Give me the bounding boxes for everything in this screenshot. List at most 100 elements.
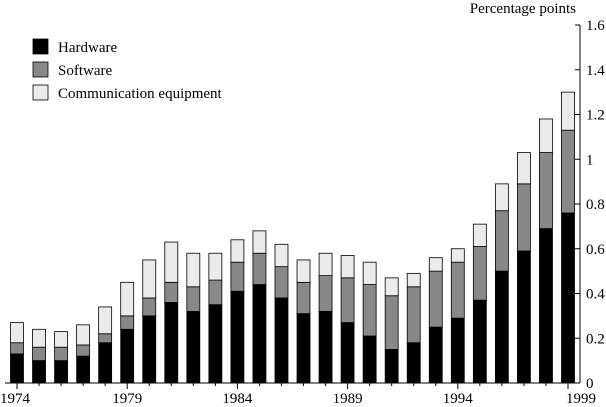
- legend: Hardware Software Communication equipmen…: [32, 38, 223, 102]
- bar-hardware-1996: [494, 270, 509, 384]
- bar-software-1989: [340, 277, 355, 323]
- bar-communication-equipment-1996: [494, 183, 509, 212]
- y-tick-label: 1.4: [586, 63, 605, 79]
- bar-hardware-1994: [450, 317, 465, 384]
- y-tick-label: 1.6: [586, 18, 605, 34]
- bar-communication-equipment-1989: [340, 255, 355, 279]
- legend-label-software: Software: [58, 63, 112, 79]
- bar-hardware-1976: [54, 360, 68, 384]
- bar-communication-equipment-1976: [54, 331, 68, 348]
- x-tick-label: 1999: [566, 391, 596, 407]
- x-ticks: 1974 1979 1984 1989 1994 1999: [0, 383, 596, 407]
- bar-hardware-1980: [142, 315, 157, 384]
- bar-hardware-1997: [517, 250, 531, 384]
- bar-communication-equipment-1982: [186, 252, 201, 288]
- bar-software-1994: [450, 261, 465, 319]
- bar-software-1978: [98, 333, 113, 344]
- y-tick-label: 1.2: [586, 108, 605, 124]
- bar-hardware-1999: [561, 212, 575, 384]
- x-tick-label: 1979: [112, 391, 142, 407]
- bar-hardware-1975: [32, 360, 46, 384]
- bar-software-1985: [252, 252, 267, 285]
- y-ticks: 0 0.2 0.4 0.6 0.8 1 1.2 1.4 1.6: [575, 18, 605, 392]
- bar-communication-equipment-1985: [252, 230, 267, 254]
- bar-software-1997: [517, 183, 531, 252]
- bar-communication-equipment-1994: [450, 248, 465, 263]
- bar-software-1983: [208, 279, 223, 306]
- bar-hardware-1986: [274, 297, 289, 384]
- bar-software-1987: [296, 281, 311, 315]
- bar-hardware-1984: [230, 290, 245, 384]
- bar-communication-equipment-1988: [318, 252, 333, 277]
- bar-communication-equipment-1999: [561, 91, 575, 131]
- bar-hardware-1985: [252, 284, 267, 384]
- x-tick-label: 1994: [443, 391, 474, 407]
- legend-swatch-software: [32, 61, 49, 78]
- bar-communication-equipment-1983: [208, 252, 223, 281]
- bar-software-1981: [164, 281, 179, 303]
- bar-communication-equipment-1991: [384, 277, 399, 297]
- y-tick-label: 0.4: [586, 287, 605, 303]
- bar-hardware-1992: [406, 342, 421, 384]
- bar-hardware-1989: [340, 322, 355, 384]
- bar-communication-equipment-1997: [517, 152, 531, 185]
- bar-communication-equipment-1978: [98, 306, 113, 335]
- bar-software-1977: [76, 344, 91, 357]
- legend-label-communication: Communication equipment: [58, 86, 223, 102]
- bar-communication-equipment-1995: [472, 223, 487, 247]
- bar-hardware-1988: [318, 310, 333, 384]
- bar-software-1984: [230, 261, 245, 292]
- bar-communication-equipment-1990: [362, 261, 377, 285]
- legend-label-hardware: Hardware: [58, 40, 117, 56]
- bar-communication-equipment-1992: [406, 272, 421, 288]
- bar-communication-equipment-1984: [230, 239, 245, 263]
- y-tick-label: 0.2: [586, 331, 605, 347]
- bar-communication-equipment-1979: [120, 281, 135, 317]
- bar-software-1991: [384, 295, 399, 350]
- bar-hardware-1982: [186, 310, 201, 384]
- bar-software-1992: [406, 286, 421, 344]
- bar-software-1986: [274, 266, 289, 299]
- bar-software-1999: [561, 129, 575, 214]
- bar-hardware-1990: [362, 335, 377, 384]
- bar-communication-equipment-1993: [428, 257, 443, 272]
- y-axis-label: Percentage points: [470, 1, 576, 17]
- bar-software-1974: [10, 342, 24, 355]
- bar-communication-equipment-1998: [539, 118, 553, 153]
- bar-hardware-1983: [208, 304, 223, 384]
- y-tick-label: 0.8: [586, 197, 605, 213]
- bar-hardware-1995: [472, 299, 487, 384]
- bars: [10, 91, 575, 384]
- bar-communication-equipment-1975: [32, 328, 46, 348]
- bar-software-1982: [186, 286, 201, 312]
- y-tick-label: 0: [586, 376, 594, 392]
- bar-hardware-1991: [384, 349, 399, 384]
- x-tick-label: 1974: [0, 391, 31, 407]
- bar-hardware-1974: [10, 353, 24, 384]
- bar-hardware-1993: [428, 326, 443, 384]
- bar-software-1998: [539, 152, 553, 230]
- bar-software-1996: [494, 210, 509, 272]
- y-tick-label: 0.6: [586, 242, 605, 258]
- bar-software-1990: [362, 284, 377, 337]
- bar-software-1979: [120, 315, 135, 330]
- bar-software-1975: [32, 346, 46, 362]
- bar-hardware-1981: [164, 302, 179, 384]
- bar-communication-equipment-1977: [76, 324, 91, 346]
- bar-software-1980: [142, 297, 157, 317]
- bar-hardware-1977: [76, 355, 91, 384]
- bar-hardware-1987: [296, 313, 311, 384]
- x-tick-label: 1989: [333, 391, 363, 407]
- bar-communication-equipment-1986: [274, 243, 289, 268]
- bar-communication-equipment-1987: [296, 259, 311, 283]
- bar-software-1993: [428, 270, 443, 328]
- bar-hardware-1978: [98, 342, 113, 384]
- bar-communication-equipment-1981: [164, 241, 179, 283]
- bar-software-1988: [318, 275, 333, 312]
- y-tick-label: 1: [586, 152, 594, 168]
- bar-hardware-1979: [120, 328, 135, 384]
- bar-hardware-1998: [539, 228, 553, 384]
- bar-software-1995: [472, 246, 487, 301]
- legend-swatch-communication: [32, 84, 49, 101]
